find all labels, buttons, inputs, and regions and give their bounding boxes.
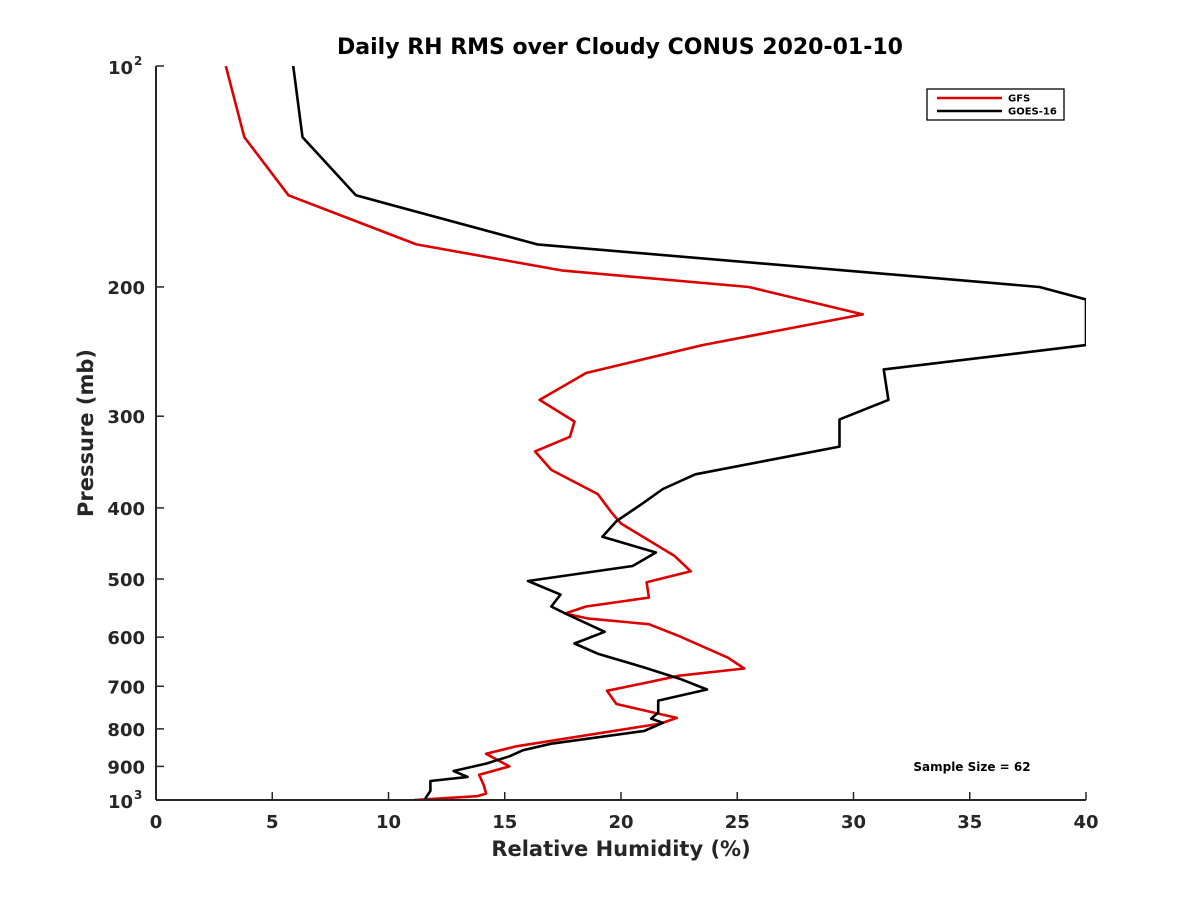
x-tick-label: 15 bbox=[492, 812, 517, 833]
x-tick-label: 10 bbox=[376, 812, 401, 833]
x-tick-label: 25 bbox=[725, 812, 750, 833]
series-line-gfs bbox=[224, 66, 865, 800]
x-tick-label: 5 bbox=[266, 812, 279, 833]
y-tick-label: 600 bbox=[107, 628, 145, 649]
sample-size-annotation: Sample Size = 62 bbox=[913, 760, 1030, 774]
y-tick-label: 10 bbox=[108, 58, 133, 79]
y-tick-label: 300 bbox=[107, 407, 145, 428]
y-tick-exponent: 2 bbox=[134, 54, 142, 68]
x-tick-label: 40 bbox=[1073, 812, 1098, 833]
y-tick-label: 900 bbox=[107, 757, 145, 778]
chart-title: Daily RH RMS over Cloudy CONUS 2020-01-1… bbox=[337, 35, 903, 60]
series-line-goes-16 bbox=[291, 66, 1086, 800]
legend: GFS GOES-16 bbox=[926, 88, 1065, 121]
x-tick-label: 30 bbox=[841, 812, 866, 833]
x-ticks: 0 5 10 15 20 25 30 35 40 bbox=[150, 792, 1099, 833]
y-tick-label: 800 bbox=[107, 720, 145, 741]
y-tick-label: 400 bbox=[107, 499, 145, 520]
y-tick-label: 500 bbox=[107, 570, 145, 591]
series-layer bbox=[224, 66, 1086, 800]
x-tick-label: 20 bbox=[608, 812, 633, 833]
x-tick-label: 35 bbox=[957, 812, 982, 833]
y-tick-exponent: 3 bbox=[134, 788, 142, 802]
legend-box bbox=[926, 88, 1065, 121]
legend-label-gfs: GFS bbox=[1008, 94, 1030, 105]
y-tick-label: 200 bbox=[107, 278, 145, 299]
y-axis-label: Pressure (mb) bbox=[74, 349, 98, 517]
y-tick-label: 700 bbox=[107, 677, 145, 698]
y-tick-label: 10 bbox=[108, 792, 133, 813]
axes-layer bbox=[155, 66, 1086, 801]
legend-label-goes-16: GOES-16 bbox=[1008, 107, 1057, 118]
x-axis-label: Relative Humidity (%) bbox=[491, 837, 750, 861]
x-tick-label: 0 bbox=[150, 812, 163, 833]
